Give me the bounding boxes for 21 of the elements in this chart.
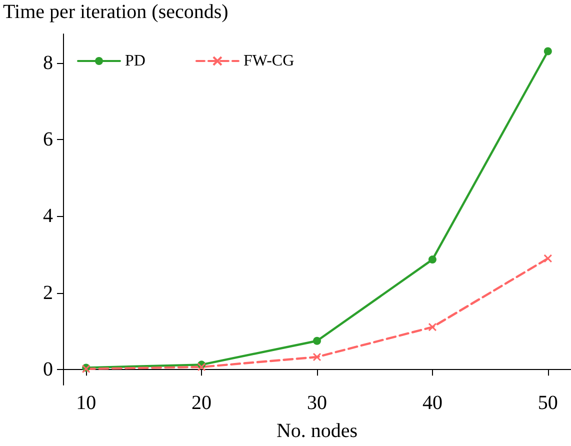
point bbox=[197, 362, 206, 372]
point bbox=[312, 352, 322, 362]
y-tick-label: 0 bbox=[43, 358, 53, 381]
x-tick-label: 10 bbox=[76, 392, 96, 414]
legend-label: FW-CG bbox=[243, 52, 295, 70]
y-tick-label: 4 bbox=[43, 205, 53, 228]
point bbox=[428, 322, 437, 332]
y-tick-label: 8 bbox=[43, 52, 53, 74]
x-tick-label: 30 bbox=[307, 392, 327, 414]
x-axis-title: No. nodes bbox=[276, 420, 358, 442]
x-tick-label: 50 bbox=[538, 392, 558, 414]
point bbox=[428, 256, 436, 264]
x-tick-label: 20 bbox=[192, 392, 212, 414]
x-tick-label: 40 bbox=[422, 392, 442, 414]
legend-label: PD bbox=[125, 52, 146, 70]
point bbox=[313, 336, 321, 345]
y-tick-label: 6 bbox=[43, 128, 53, 150]
point bbox=[544, 47, 552, 56]
y-axis-title: Time per iteration (seconds) bbox=[3, 1, 228, 23]
y-tick-label: 2 bbox=[43, 282, 53, 304]
point bbox=[544, 254, 552, 263]
